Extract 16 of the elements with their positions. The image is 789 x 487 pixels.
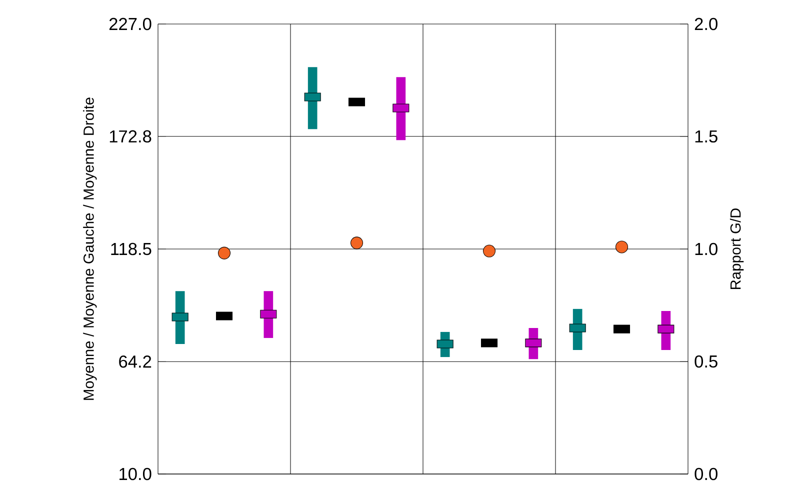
y-axis-title: Moyenne / Moyenne Gauche / Moyenne Droite [83,98,97,400]
point [218,246,231,260]
y2-tick-label: 0.5 [694,355,718,368]
point [482,244,496,258]
y2-tick-label: 0.0 [694,468,718,480]
y2-tick-label: 1.5 [695,130,718,143]
y2-tick-label: 1.0 [695,242,718,256]
y-tick-label: 64.2 [119,355,152,368]
y-tick-label: 172.8 [110,130,152,143]
point [615,240,628,254]
y2-axis-title: Rapport G/D [730,208,744,289]
y-tick-label: 227.0 [109,18,152,30]
y2-tick-label: 2.0 [694,18,718,30]
point [350,236,364,250]
y-tick-label: 10.0 [120,468,152,480]
y-tick-label: 118.5 [111,242,152,256]
